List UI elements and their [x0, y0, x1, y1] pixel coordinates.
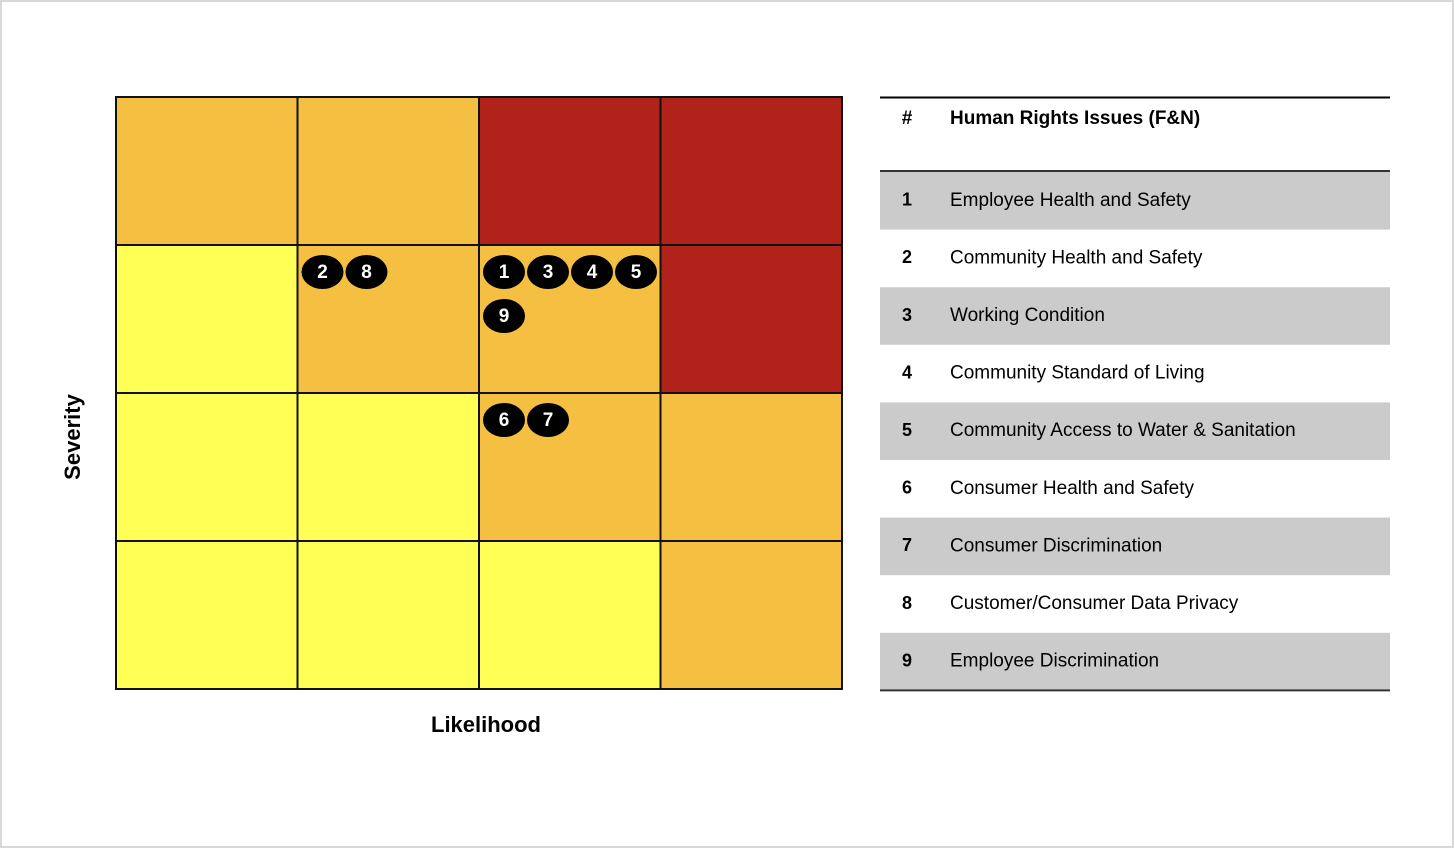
table-header-issue: Human Rights Issues (F&N) [950, 108, 1200, 129]
issue-marker-label: 9 [499, 306, 510, 327]
issue-marker-label: 5 [631, 262, 642, 283]
issue-marker-label: 8 [361, 262, 372, 283]
table-row-shade [880, 402, 1390, 460]
matrix-cell [296, 540, 480, 690]
table-header-number: # [902, 108, 913, 129]
table-row-shade [880, 172, 1390, 230]
table-number: 6 [902, 478, 912, 498]
y-axis-label: Severity [60, 393, 85, 479]
table-issue: Working Condition [950, 305, 1105, 326]
issue-marker-label: 7 [543, 410, 554, 431]
matrix-cell [478, 540, 662, 690]
matrix-cell [296, 392, 480, 542]
issue-marker-label: 2 [317, 262, 328, 283]
table-number: 7 [902, 535, 912, 555]
table-issue: Consumer Health and Safety [950, 478, 1194, 499]
matrix-cell [115, 96, 299, 246]
issue-marker [483, 299, 525, 333]
table-number: 5 [902, 420, 912, 440]
issue-marker [615, 255, 657, 289]
matrix-cell [115, 392, 299, 542]
x-axis-label: Likelihood [431, 712, 541, 737]
matrix-cell [659, 540, 843, 690]
issue-marker-label: 3 [543, 262, 554, 283]
table-issue: Employee Discrimination [950, 651, 1159, 672]
table-row-shade [880, 517, 1390, 576]
matrix-cell [478, 96, 662, 246]
matrix-cell [115, 540, 299, 690]
table-issue: Community Access to Water & Sanitation [950, 420, 1296, 441]
matrix-cell [659, 96, 843, 246]
issue-marker [527, 403, 569, 437]
issue-marker [527, 255, 569, 289]
table-number: 8 [902, 593, 912, 613]
table-number: 2 [902, 247, 912, 267]
matrix-cell [115, 244, 299, 394]
table-issue: Community Health and Safety [950, 247, 1203, 268]
issue-marker [571, 255, 613, 289]
issue-marker-label: 4 [587, 262, 598, 283]
matrix-cell [659, 244, 843, 394]
issue-marker [483, 255, 525, 289]
table-number: 4 [902, 362, 912, 382]
matrix-cell [296, 96, 480, 246]
table-number: 3 [902, 305, 912, 325]
table-number: 1 [902, 190, 912, 210]
table-row-shade [880, 287, 1390, 345]
issue-marker-label: 1 [499, 262, 510, 283]
table-issue: Consumer Discrimination [950, 535, 1162, 556]
issue-marker-label: 6 [499, 410, 510, 431]
table-number: 9 [902, 650, 912, 670]
table-issue: Employee Health and Safety [950, 190, 1191, 211]
table-issue: Customer/Consumer Data Privacy [950, 593, 1239, 614]
issue-marker [301, 255, 344, 289]
table-row-shade [880, 632, 1390, 691]
table-issue: Community Standard of Living [950, 363, 1205, 384]
matrix-cell [659, 392, 843, 542]
issue-marker [483, 403, 525, 437]
issue-marker [345, 255, 388, 289]
